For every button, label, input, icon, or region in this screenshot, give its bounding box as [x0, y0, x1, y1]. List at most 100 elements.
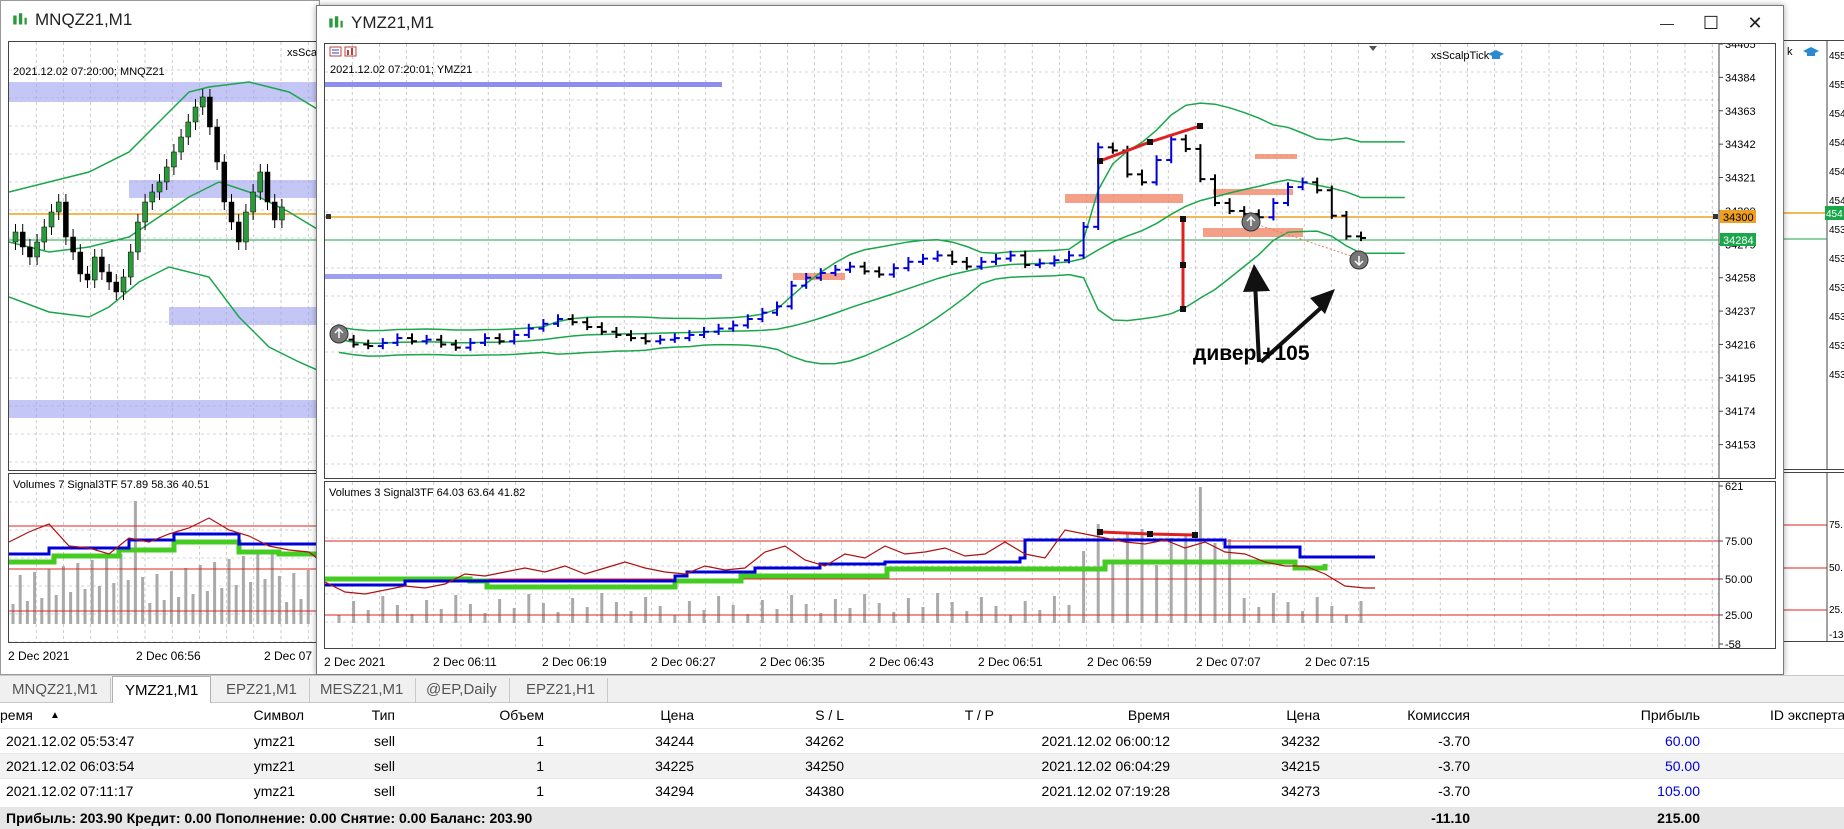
mnq-candle	[142, 201, 148, 223]
cell-time: 2021.12.02 05:53:47	[6, 733, 135, 749]
col-price[interactable]: Цена	[660, 707, 694, 723]
col-time[interactable]: ремя	[0, 707, 33, 723]
mnq-price-pane[interactable]: 2021.12.02 07:20:00; MNQZ21 xsScalp	[8, 41, 321, 471]
ym-title-bar[interactable]: YMZ21,M1 — ☐ ✕	[317, 6, 1783, 40]
ym-chart-window[interactable]: YMZ21,M1 — ☐ ✕	[316, 5, 1784, 675]
mnq-volume-bars	[11, 501, 310, 624]
time-tick-label: 2 Dec 06:59	[1087, 655, 1152, 669]
trade-exit-icon	[1349, 250, 1369, 270]
right-volume-pane[interactable]: 75. 50. 25. -130	[1780, 472, 1844, 642]
time-tick-label: 2 Dec 06:35	[760, 655, 825, 669]
ym-volumes-label: Volumes 3 Signal3TF 64.03 63.64 41.82	[329, 487, 525, 499]
cell-volume: 1	[536, 783, 544, 799]
right-indicator-fragment: k	[1787, 46, 1793, 58]
table-row[interactable]: 2021.12.02 06:03:54 ymz21 sell 1 34225 3…	[0, 753, 1844, 778]
price-tick-label: 34174	[1725, 406, 1756, 418]
chart-shift-icon	[1369, 46, 1377, 51]
ym-div-marker	[1180, 216, 1186, 222]
time-tick-label: 2 Dec 06:43	[869, 655, 934, 669]
tab-mnqz21-m1[interactable]: MNQZ21,M1	[0, 678, 111, 702]
cell-sl: 34380	[805, 783, 844, 799]
tab-ymz21-m1[interactable]: YMZ21,M1	[112, 676, 212, 704]
table-row[interactable]: 2021.12.02 07:11:17 ymz21 sell 1 34294 3…	[0, 778, 1844, 803]
maximize-button[interactable]: ☐	[1689, 6, 1733, 40]
close-icon: ✕	[1747, 12, 1763, 33]
mnq-candle	[48, 211, 55, 228]
cell-commission: -3.70	[1438, 783, 1470, 799]
ym-vol-div-marker	[1097, 529, 1103, 535]
cell-price2: 34232	[1281, 733, 1320, 749]
col-volume[interactable]: Объем	[499, 707, 544, 723]
divergence-annotation: дивер +105	[1193, 342, 1310, 365]
total-commission: -11.10	[1431, 810, 1470, 826]
tab-epz21-m1[interactable]: EPZ21,M1	[214, 678, 310, 702]
mnq-candle	[264, 171, 271, 203]
green-price-marker	[1720, 233, 1756, 246]
ym-indicator-label: xsScalpTick	[1431, 50, 1490, 62]
mnq-volume-line	[9, 517, 320, 562]
price-tick-label: 34258	[1725, 273, 1756, 285]
ym-info-text: 2021.12.02 07:20:01; YMZ21	[330, 64, 472, 76]
cell-price2: 34273	[1281, 783, 1320, 799]
mnq-volume-pane[interactable]: Volumes 7 Signal3TF 57.89 58.36 40.51	[8, 473, 321, 643]
col-time2[interactable]: Время	[1127, 707, 1170, 723]
col-type[interactable]: Тип	[371, 707, 395, 723]
cell-symbol: ymz21	[253, 783, 295, 799]
col-price2[interactable]: Цена	[1286, 707, 1320, 723]
mnq-candle	[70, 236, 76, 253]
mnq-candle	[192, 106, 199, 123]
ym-price-axis: 3440534384343633434234321343003427934258…	[1719, 39, 1756, 452]
mnq-candle	[243, 211, 249, 243]
mnq-zone-top	[9, 82, 320, 102]
col-expert-id[interactable]: ID эксперта	[1770, 707, 1844, 723]
mnq-signal-blue	[9, 532, 320, 556]
price-tick-label: 34216	[1725, 339, 1756, 351]
tab-mesz21-m1[interactable]: MESZ21,M1	[308, 678, 417, 702]
col-tp[interactable]: T / P	[964, 707, 994, 723]
level-handle[interactable]	[326, 214, 331, 219]
level-handle[interactable]	[1713, 214, 1718, 219]
col-sl[interactable]: S / L	[815, 707, 844, 723]
cell-commission: -3.70	[1438, 733, 1470, 749]
ym-div-marker	[1097, 158, 1103, 164]
tab-epz21-h1[interactable]: EPZ21,H1	[514, 678, 609, 702]
mnq-candle	[163, 166, 170, 183]
ym-price-pane[interactable]: дивер +105 2021.12.02 07:20:01; YMZ21 xs…	[324, 39, 1776, 479]
col-profit[interactable]: Прибыль	[1640, 707, 1700, 723]
ym-zone-orange-2	[1065, 194, 1183, 203]
mnq-candle	[228, 201, 235, 223]
totals-row: Прибыль: 203.90 Кредит: 0.00 Пополнение:…	[0, 807, 1844, 829]
right-vol-tick-label: 50.	[1829, 563, 1843, 574]
mnq-chart-window[interactable]: MNQZ21,M1 2021.12.02 07:20:00; MNQZ21 xs…	[0, 0, 321, 675]
mnq-title-bar[interactable]: MNQZ21,M1	[1, 1, 319, 39]
minimize-button[interactable]: —	[1645, 6, 1689, 40]
hat-icon	[1488, 50, 1504, 59]
mnq-candle	[250, 191, 256, 213]
right-marker-text: 454	[1826, 209, 1843, 220]
cell-time2: 2021.12.02 06:04:29	[1041, 758, 1170, 774]
right-chart-window[interactable]: 455 455 454 454 454 454 453 453 453 453 453 453 454…	[1780, 40, 1844, 675]
tab-ep-daily[interactable]: @EP,Daily	[414, 678, 510, 702]
cell-profit: 60.00	[1664, 733, 1700, 749]
close-button[interactable]: ✕	[1733, 6, 1777, 40]
table-header: ремя ▲ Символ Тип Объем Цена S / L T / P…	[0, 703, 1844, 728]
right-volume-axis: 75. 50. 25. -130	[1829, 520, 1844, 641]
col-symbol[interactable]: Символ	[253, 707, 304, 723]
vol-tick-label: 621	[1725, 482, 1743, 493]
chart-tabs: MNQZ21,M1 YMZ21,M1 EPZ21,M1 MESZ21,M1 @E…	[0, 675, 1844, 704]
trade-history-table[interactable]: ремя ▲ Символ Тип Объем Цена S / L T / P…	[0, 703, 1844, 829]
price-tick-label: 34405	[1725, 44, 1756, 51]
right-price-tick-label: 453	[1829, 225, 1844, 236]
mnq-lower-band	[9, 266, 320, 372]
right-price-pane[interactable]: 455 455 454 454 454 454 453 453 453 453 453 453 454…	[1780, 40, 1844, 470]
sort-asc-icon[interactable]: ▲	[50, 710, 60, 721]
mnq-candle	[135, 221, 141, 253]
ym-volume-pane[interactable]: Volumes 3 Signal3TF 64.03 63.64 41.82 62…	[324, 481, 1776, 651]
mnq-candle	[279, 206, 285, 221]
cell-time2: 2021.12.02 06:00:12	[1041, 733, 1170, 749]
ym-grid	[325, 44, 1719, 478]
ym-zone-orange-4	[1213, 189, 1293, 195]
time-tick-label: 2 Dec 06:11	[433, 655, 497, 669]
col-commission[interactable]: Комиссия	[1407, 707, 1470, 723]
table-row[interactable]: 2021.12.02 05:53:47 ymz21 sell 1 34244 3…	[0, 728, 1844, 753]
